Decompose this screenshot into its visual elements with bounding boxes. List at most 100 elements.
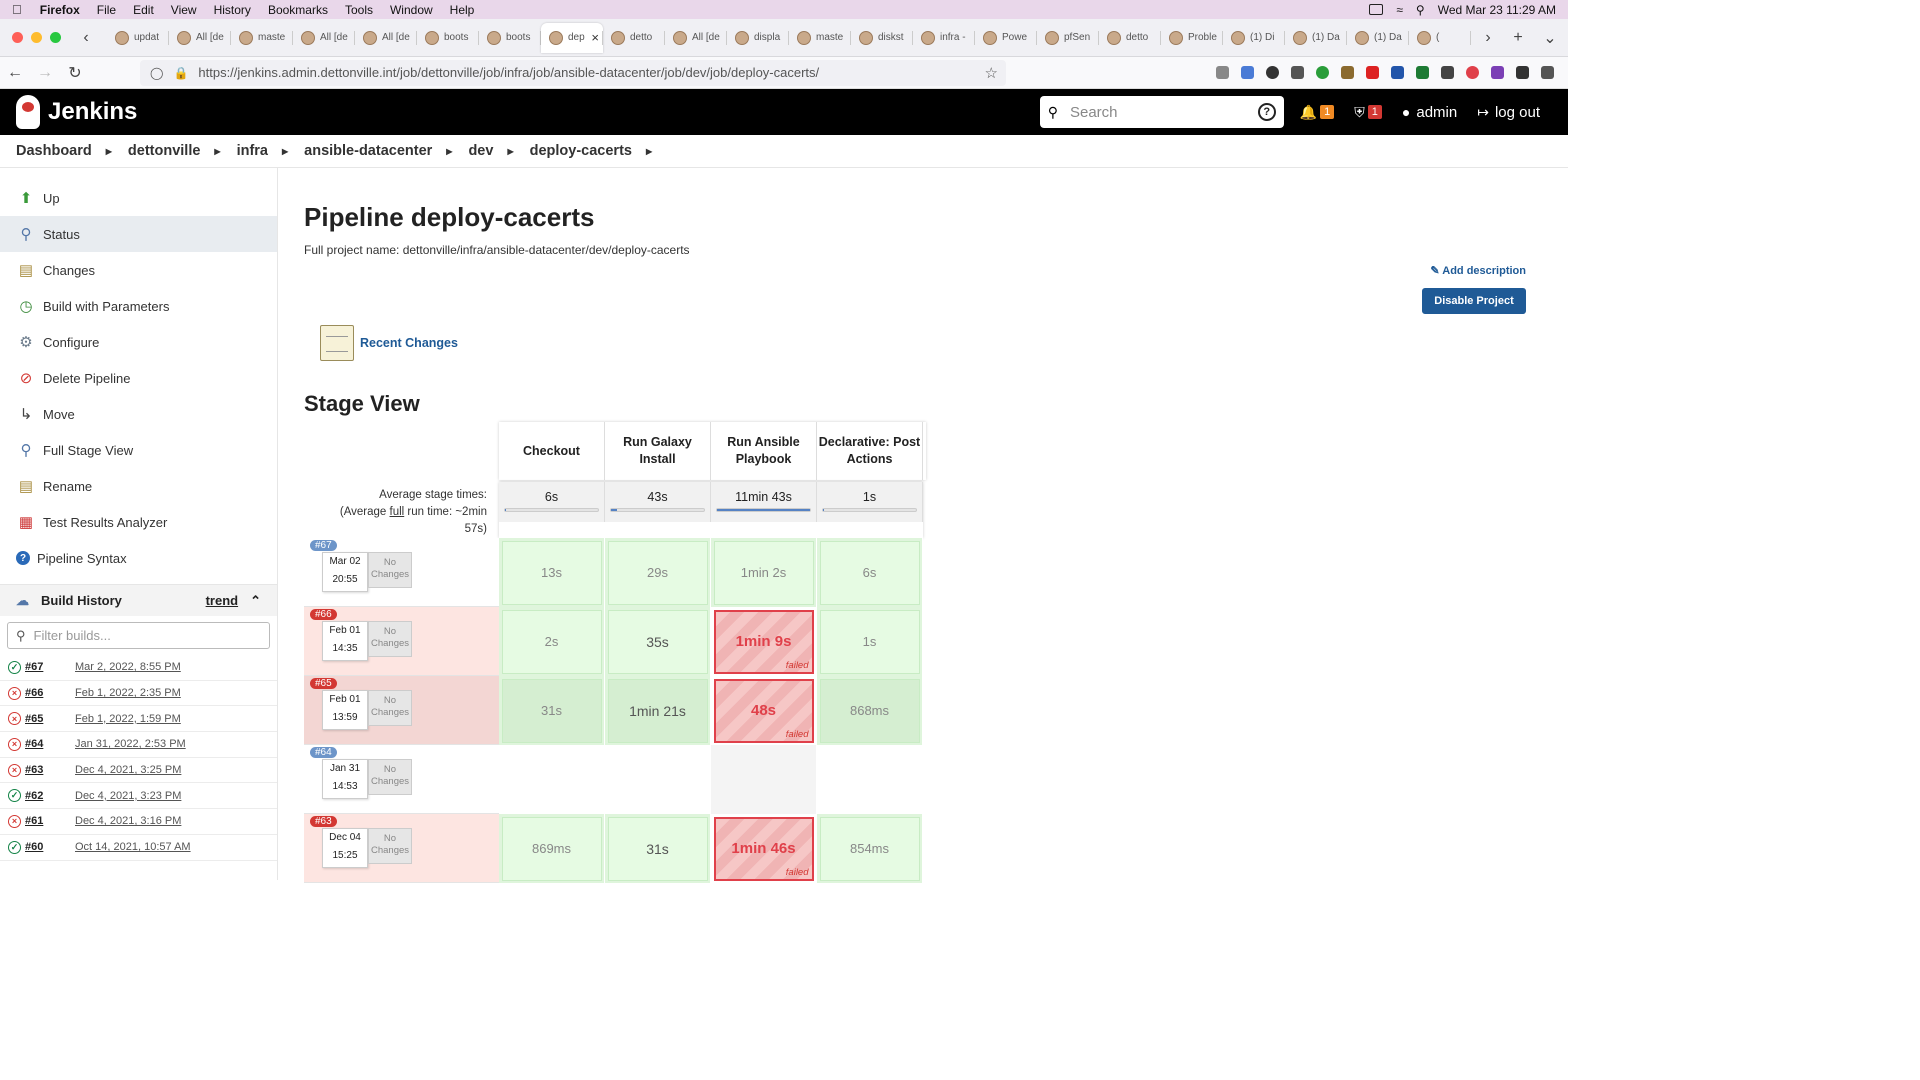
tab-title[interactable]: All [de (382, 32, 410, 43)
stage-cell[interactable]: 1s (817, 607, 923, 676)
browser-tab[interactable]: pfSen (1037, 23, 1099, 53)
stage-cell-value[interactable]: 1min 46s failed (713, 816, 814, 881)
stage-cell[interactable]: 2s (499, 607, 605, 676)
tab-title[interactable]: infra - (940, 32, 966, 43)
extension-icon[interactable] (1266, 66, 1279, 79)
tab-title[interactable]: ( (1436, 32, 1440, 43)
bookmark-star-icon[interactable]: ☆ (984, 64, 998, 82)
sidebar-item-build-with-parameters[interactable]: ◷ Build with Parameters (0, 288, 277, 324)
extension-icon[interactable] (1341, 66, 1354, 79)
browser-tab[interactable]: displa (727, 23, 789, 53)
spotlight-icon[interactable]: ⚲ (1415, 2, 1425, 17)
tab-title[interactable]: Proble (1188, 32, 1217, 43)
extension-icon[interactable] (1491, 66, 1504, 79)
search-box[interactable]: ⚲ Search ? (1039, 96, 1284, 128)
browser-tab[interactable]: updat (107, 23, 169, 53)
sidebar-item-move[interactable]: ↳ Move (0, 396, 277, 432)
breadcrumb-dashboard[interactable]: Dashboard (16, 143, 92, 159)
menu-tools[interactable]: Tools (335, 2, 373, 17)
breadcrumb-separator-icon[interactable]: ▶ (105, 146, 112, 156)
browser-tab[interactable]: ( (1409, 23, 1471, 53)
build-date-link[interactable]: Dec 4, 2021, 3:23 PM (75, 789, 182, 802)
stage-cell[interactable]: 854ms (817, 814, 923, 883)
breadcrumb-deploy-cacerts[interactable]: deploy-cacerts (529, 143, 632, 159)
sidebar-item-delete-pipeline[interactable]: ⊘ Delete Pipeline (0, 360, 277, 396)
adblock-icon[interactable] (1466, 66, 1479, 79)
tab-title[interactable]: Powe (1002, 32, 1028, 43)
browser-tab[interactable]: detto (1099, 23, 1161, 53)
url-text[interactable]: https://jenkins.admin.dettonville.int/jo… (198, 65, 820, 80)
search-input[interactable]: Search (1069, 103, 1118, 121)
breadcrumb-dev[interactable]: dev (468, 143, 494, 159)
breadcrumb-separator-icon[interactable]: ▶ (282, 146, 289, 156)
menu-file[interactable]: File (87, 2, 116, 17)
build-history-row[interactable]: × #64 Jan 31, 2022, 2:53 PM (0, 732, 277, 758)
breadcrumb-separator-icon[interactable]: ▶ (507, 146, 514, 156)
stage-cell-value[interactable]: 31s (501, 678, 602, 743)
build-date-link[interactable]: Feb 1, 2022, 1:59 PM (75, 712, 181, 725)
stage-cell-value[interactable]: 854ms (819, 816, 920, 881)
shield-icon[interactable]: ◯ (150, 65, 164, 80)
breadcrumb-infra[interactable]: infra (236, 143, 268, 159)
breadcrumb-separator-icon[interactable]: ▶ (645, 146, 653, 156)
stage-cell-value[interactable]: 29s (607, 540, 708, 605)
build-history-row[interactable]: × #61 Dec 4, 2021, 3:16 PM (0, 809, 277, 835)
tab-title[interactable]: displa (754, 32, 781, 43)
build-date-link[interactable]: Jan 31, 2022, 2:53 PM (75, 738, 186, 751)
build-number-link[interactable]: #65 (25, 712, 44, 725)
tabs-scroll-left-icon[interactable]: ‹ (83, 28, 89, 46)
breadcrumb-separator-icon[interactable]: ▶ (214, 146, 221, 156)
sidebar-item-status[interactable]: ⚲ Status (0, 216, 277, 252)
build-number-link[interactable]: #60 (25, 841, 44, 854)
sidebar-icon[interactable] (1516, 66, 1529, 79)
browser-tab[interactable]: All [de (355, 23, 417, 53)
zoom-window-icon[interactable] (50, 32, 61, 43)
stage-cell-value[interactable]: 1min 9s failed (713, 609, 814, 674)
extension-icon[interactable] (1416, 66, 1429, 79)
browser-tab[interactable]: (1) Da (1285, 23, 1347, 53)
stage-cell[interactable]: 1min 46s failed (711, 814, 817, 883)
extension-icon[interactable] (1441, 66, 1454, 79)
tab-title[interactable]: (1) Di (1250, 32, 1275, 43)
browser-tab[interactable]: dep × (541, 22, 603, 53)
forward-icon[interactable]: → (37, 63, 53, 81)
build-number-link[interactable]: #62 (25, 789, 44, 802)
tab-title[interactable]: maste (258, 32, 286, 43)
close-window-icon[interactable] (12, 32, 23, 43)
browser-tab[interactable]: All [de (169, 23, 231, 53)
stage-cell[interactable]: 1min 21s (605, 676, 711, 745)
breadcrumb-dettonville[interactable]: dettonville (127, 143, 201, 159)
build-date-link[interactable]: Mar 2, 2022, 8:55 PM (75, 661, 181, 674)
lock-icon[interactable]: 🔒 (173, 65, 189, 80)
stage-cell[interactable] (817, 745, 923, 814)
build-history-row[interactable]: ✓ #60 Oct 14, 2021, 10:57 AM (0, 835, 277, 861)
menu-help[interactable]: Help (439, 2, 475, 17)
back-icon[interactable]: ← (7, 63, 23, 81)
tab-title[interactable]: boots (444, 32, 469, 43)
sidebar-item-rename[interactable]: ▤ Rename (0, 468, 277, 504)
add-description-label[interactable]: Add description (1442, 265, 1526, 277)
collapse-icon[interactable]: ⌃ (250, 592, 261, 608)
sidebar-item-changes[interactable]: ▤ Changes (0, 252, 277, 288)
tab-title[interactable]: All [de (692, 32, 720, 43)
security-button[interactable]: ⛨ 1 (1354, 104, 1382, 121)
help-icon[interactable]: ? (1257, 103, 1276, 121)
build-date-link[interactable]: Dec 4, 2021, 3:16 PM (75, 815, 182, 828)
extension-icon[interactable] (1366, 66, 1379, 79)
tab-title[interactable]: (1) Da (1312, 32, 1340, 43)
disable-project-button[interactable]: Disable Project (1422, 288, 1526, 314)
menu-view[interactable]: View (161, 2, 197, 17)
extension-icon[interactable] (1316, 66, 1329, 79)
stage-cell[interactable]: 35s (605, 607, 711, 676)
build-date-link[interactable]: Oct 14, 2021, 10:57 AM (75, 841, 191, 854)
run-number-badge[interactable]: #66 (310, 609, 337, 620)
stage-cell-value[interactable]: 2s (501, 609, 602, 674)
jenkins-logo[interactable]: Jenkins (16, 95, 137, 129)
menu-bookmarks[interactable]: Bookmarks (258, 2, 328, 17)
browser-tab[interactable]: (1) Da (1347, 23, 1409, 53)
stage-cell-value[interactable]: 6s (819, 540, 920, 605)
tab-title[interactable]: diskst (878, 32, 904, 43)
stage-cell[interactable] (499, 745, 605, 814)
menu-app[interactable]: Firefox (30, 2, 80, 17)
stage-cell[interactable]: 48s failed (711, 676, 817, 745)
